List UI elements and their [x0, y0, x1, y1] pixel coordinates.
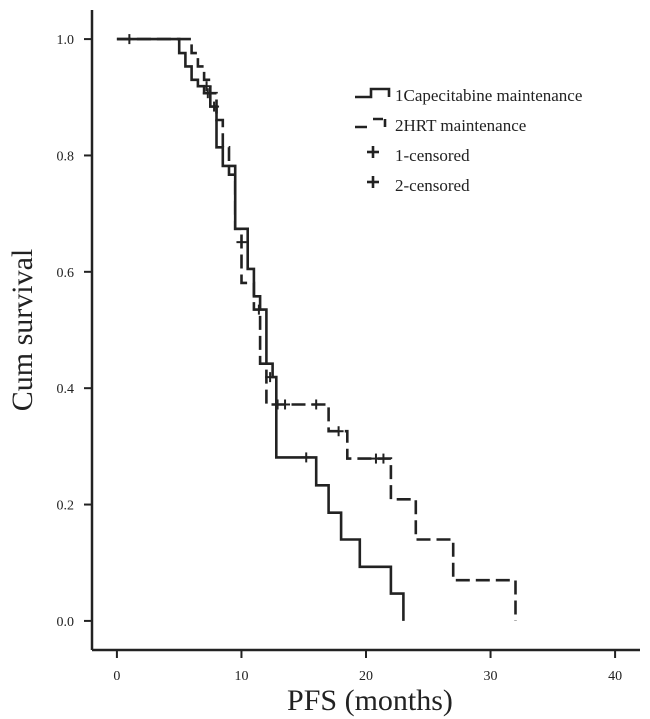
censor-mark-1: [253, 304, 264, 315]
censor-mark-2: [202, 88, 213, 99]
x-tick-label: 0: [113, 669, 120, 684]
legend-swatch: [355, 117, 387, 129]
censor-layer: [124, 34, 389, 464]
censor-mark-1: [209, 101, 220, 112]
legend-item: 1Capecitabine maintenance: [355, 86, 582, 105]
legend-swatch: [355, 87, 391, 99]
censor-mark-1: [301, 452, 312, 463]
censor-mark-2: [378, 453, 389, 464]
series-hrt-line: [116, 37, 517, 621]
y-tick-label: 0.8: [57, 149, 75, 164]
y-tick-label: 0.2: [57, 499, 75, 514]
legend-item: 2-censored: [367, 176, 470, 195]
legend-label: 2HRT maintenance: [395, 116, 526, 135]
legend-label: 1-censored: [395, 146, 470, 165]
y-tick-label: 0.4: [57, 382, 75, 397]
ticks: 0.0 0.2 0.4 0.6 0.8 1.0 0 10 20 30 40: [57, 33, 623, 684]
x-axis-label: PFS (months): [287, 684, 453, 717]
series-layer: [116, 37, 517, 621]
legend-label: 2-censored: [395, 176, 470, 195]
x-tick-label: 20: [359, 669, 373, 684]
censor-mark-1: [265, 372, 276, 383]
y-tick-label: 0.6: [57, 266, 75, 281]
censor-mark-2: [280, 399, 291, 410]
legend-item: 1-censored: [367, 146, 470, 165]
y-tick-label: 0.0: [57, 615, 75, 630]
x-tick-label: 10: [234, 669, 248, 684]
x-tick-label: 30: [484, 669, 498, 684]
y-axis-label: Cum survival: [6, 249, 39, 412]
censor-mark-1: [201, 81, 212, 92]
censor-mark-2: [333, 426, 344, 437]
censor-mark-1: [236, 237, 247, 248]
legend-item: 2HRT maintenance: [355, 116, 526, 135]
axes: [90, 10, 640, 652]
legend-label: 1Capecitabine maintenance: [395, 86, 582, 105]
legend: 1Capecitabine maintenance 2HRT maintenanc…: [355, 86, 582, 195]
y-tick-label: 1.0: [57, 33, 75, 48]
censor-mark-1: [124, 34, 135, 45]
x-tick-label: 40: [608, 669, 622, 684]
censor-mark-2: [311, 399, 322, 410]
